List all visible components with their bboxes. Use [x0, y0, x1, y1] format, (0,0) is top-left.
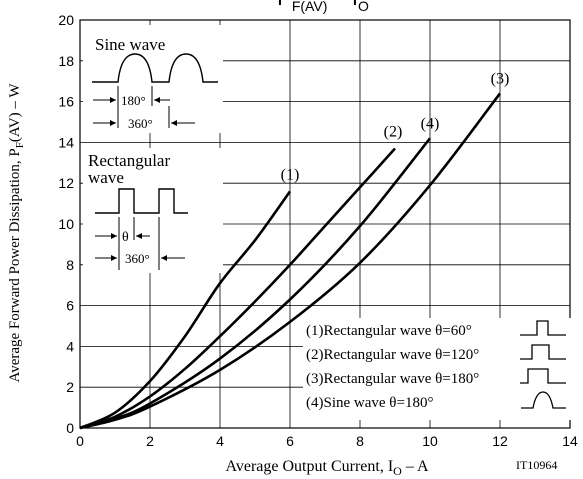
series-line-3: [79, 92, 502, 430]
y-tick-label: 4: [66, 338, 74, 354]
inset-sine-dim1: 180°: [121, 93, 146, 108]
series-tag-3: (3): [491, 70, 510, 87]
x-axis-label: Average Output Current, IO – A: [226, 458, 429, 478]
series-tag-1: (1): [281, 166, 300, 183]
x-tick-label: 0: [76, 433, 84, 449]
legend-item-1: (1)Rectangular wave θ=60°: [306, 323, 472, 339]
legend-sine-180: [521, 391, 566, 409]
y-tick-label: 2: [66, 379, 74, 395]
tick-labels: 0 2 4 6 8 10 12 14 0 2 4 6 8 10 12 14 16 18 20: [58, 12, 578, 449]
chart-title: PF(AV) – IO: [277, 0, 369, 14]
legend-pulse-120: [520, 344, 566, 360]
x-tick-label: 6: [286, 433, 294, 449]
y-tick-label: 12: [58, 175, 74, 191]
x-tick-label: 4: [216, 433, 224, 449]
x-tick-label: 10: [422, 433, 438, 449]
legend: (1)Rectangular wave θ=60° (2)Rectangular…: [303, 318, 571, 420]
series-tag-4: (4): [421, 115, 440, 132]
inset-rect: Rectangular wave θ 360°: [83, 148, 223, 273]
legend-item-3: (3)Rectangular wave θ=180°: [306, 371, 479, 387]
inset-rect-dim1: θ: [122, 230, 129, 245]
y-tick-label: 16: [58, 94, 74, 110]
legend-item-2: (2)Rectangular wave θ=120°: [306, 347, 479, 363]
figure-id: IT10964: [516, 458, 557, 472]
y-tick-label: 8: [66, 257, 74, 273]
series-line-1: [79, 190, 292, 430]
inset-sine: Sine wave 180° 360°: [83, 25, 223, 133]
inset-sine-bg: [83, 25, 223, 133]
legend-pulse-60: [520, 320, 566, 336]
inset-sine-title: Sine wave: [95, 35, 165, 54]
series-line-2: [79, 147, 396, 430]
x-tick-label: 2: [146, 433, 154, 449]
y-tick-label: 0: [66, 420, 74, 436]
y-tick-label: 20: [58, 12, 74, 28]
y-tick-label: 18: [58, 53, 74, 69]
inset-rect-title-2: wave: [88, 168, 124, 187]
inset-rect-dim2: 360°: [125, 251, 150, 266]
legend-item-4: (4)Sine wave θ=180°: [306, 395, 433, 411]
x-tick-label: 8: [356, 433, 364, 449]
x-tick-label: 12: [492, 433, 508, 449]
plot-frame: [79, 19, 571, 429]
legend-pulse-180: [520, 368, 566, 384]
y-tick-label: 10: [58, 216, 74, 232]
x-tick-label: 14: [562, 433, 578, 449]
y-axis-label: Average Forward Power Dissipation, PF(AV…: [7, 83, 26, 383]
inset-rect-bg: [83, 148, 223, 273]
rect-waveform: [95, 188, 188, 214]
series-tag-2: (2): [384, 124, 403, 141]
inset-sine-dim2: 360°: [128, 116, 153, 131]
series-line-4: [79, 137, 432, 430]
y-tick-label: 6: [66, 298, 74, 314]
inset-rect-title-1: Rectangular: [88, 151, 170, 170]
y-tick-label: 14: [58, 134, 74, 150]
sine-waveform: [92, 53, 218, 83]
series-layer: (1) (2) (3) (4): [79, 70, 510, 430]
